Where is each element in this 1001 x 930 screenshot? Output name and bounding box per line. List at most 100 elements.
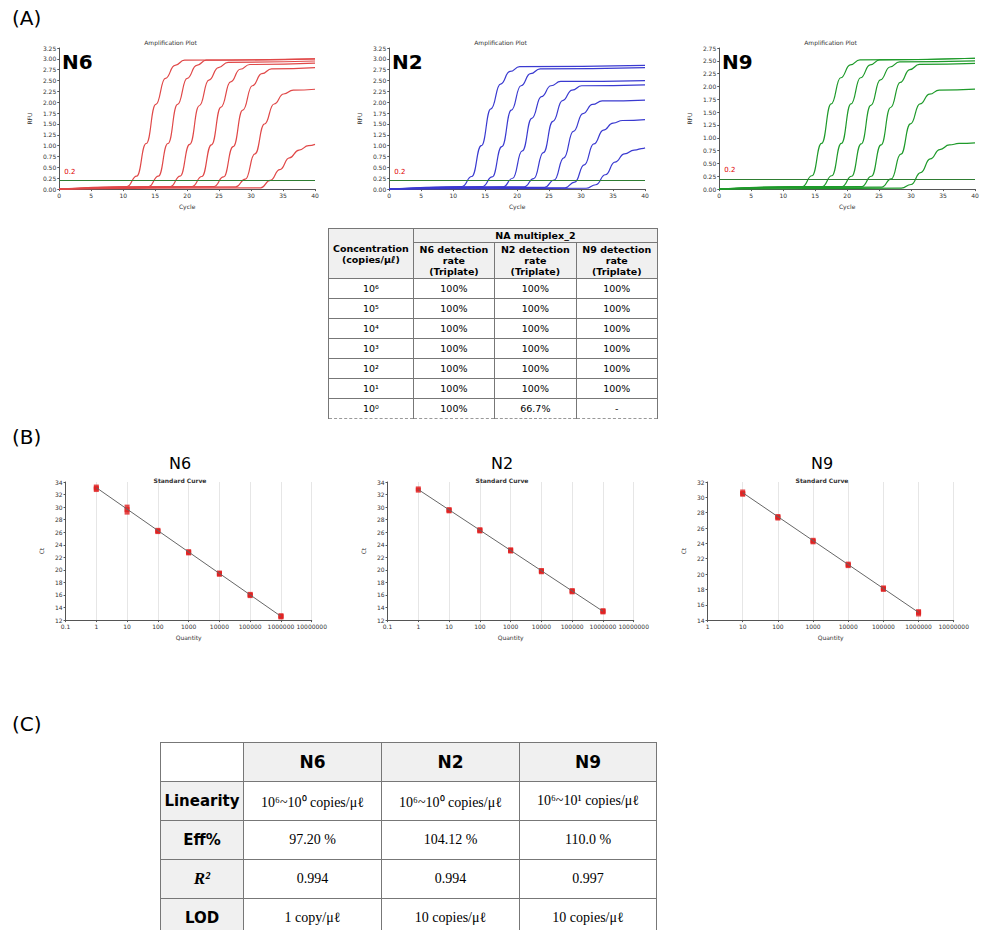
- svg-text:Cycle: Cycle: [179, 203, 196, 211]
- svg-text:2.50: 2.50: [373, 77, 387, 84]
- svg-text:0.1: 0.1: [383, 623, 393, 630]
- svg-text:30: 30: [577, 192, 585, 199]
- svg-text:100: 100: [772, 623, 784, 630]
- svg-text:0.25: 0.25: [373, 175, 387, 182]
- svg-text:1: 1: [94, 623, 98, 630]
- svg-text:3.00: 3.00: [43, 55, 57, 62]
- svg-text:0.50: 0.50: [373, 164, 387, 171]
- svg-text:1.00: 1.00: [43, 142, 57, 149]
- svg-text:Ct: Ct: [680, 547, 687, 554]
- svg-text:Cycle: Cycle: [509, 203, 526, 211]
- svg-text:10: 10: [123, 623, 131, 630]
- svg-text:1.75: 1.75: [373, 110, 387, 117]
- svg-text:32: 32: [55, 491, 63, 498]
- svg-text:1.00: 1.00: [703, 134, 717, 141]
- svg-text:1000: 1000: [181, 623, 196, 630]
- svg-text:26: 26: [377, 529, 385, 536]
- svg-text:15: 15: [481, 192, 489, 199]
- svg-text:10000000: 10000000: [938, 623, 969, 630]
- svg-text:N9: N9: [722, 50, 753, 74]
- svg-text:Quantity: Quantity: [176, 634, 202, 642]
- svg-text:RFU: RFU: [686, 113, 693, 125]
- svg-text:25: 25: [545, 192, 553, 199]
- svg-text:0.50: 0.50: [43, 164, 57, 171]
- svg-text:20: 20: [697, 571, 705, 578]
- svg-text:2.00: 2.00: [703, 83, 717, 90]
- svg-text:1000000: 1000000: [268, 623, 295, 630]
- svg-text:100000: 100000: [872, 623, 895, 630]
- svg-text:35: 35: [279, 192, 287, 199]
- svg-text:20: 20: [377, 566, 385, 573]
- svg-text:100: 100: [474, 623, 486, 630]
- svg-text:5: 5: [419, 192, 423, 199]
- svg-text:1000: 1000: [503, 623, 518, 630]
- svg-text:Standard Curve: Standard Curve: [154, 477, 207, 484]
- svg-text:25: 25: [875, 192, 883, 199]
- svg-text:Amplification Plot: Amplification Plot: [804, 39, 857, 47]
- svg-text:10: 10: [119, 192, 127, 199]
- svg-text:14: 14: [697, 617, 705, 624]
- svg-text:1.25: 1.25: [373, 131, 387, 138]
- svg-text:1.25: 1.25: [703, 121, 717, 128]
- svg-text:3.25: 3.25: [43, 45, 57, 52]
- svg-text:Ct: Ct: [360, 547, 367, 554]
- svg-text:0.2: 0.2: [394, 168, 405, 176]
- svg-text:28: 28: [377, 516, 385, 523]
- svg-text:1000000: 1000000: [590, 623, 617, 630]
- svg-text:0: 0: [57, 192, 61, 199]
- svg-text:15: 15: [811, 192, 819, 199]
- svg-text:Standard Curve: Standard Curve: [796, 477, 849, 484]
- svg-text:30: 30: [377, 504, 385, 511]
- svg-text:0.2: 0.2: [64, 168, 75, 176]
- svg-text:1.75: 1.75: [703, 96, 717, 103]
- svg-text:1000: 1000: [805, 623, 820, 630]
- svg-text:15: 15: [151, 192, 159, 199]
- svg-text:22: 22: [55, 554, 63, 561]
- svg-text:100: 100: [152, 623, 164, 630]
- svg-text:2.25: 2.25: [373, 88, 387, 95]
- svg-text:28: 28: [697, 509, 705, 516]
- svg-text:18: 18: [55, 579, 63, 586]
- svg-text:1000000: 1000000: [905, 623, 932, 630]
- svg-text:24: 24: [377, 541, 385, 548]
- svg-text:2.75: 2.75: [43, 66, 57, 73]
- svg-text:35: 35: [939, 192, 947, 199]
- svg-text:0.00: 0.00: [373, 186, 387, 193]
- svg-text:32: 32: [697, 479, 705, 486]
- svg-text:0.00: 0.00: [703, 186, 717, 193]
- svg-text:30: 30: [55, 504, 63, 511]
- svg-text:2.25: 2.25: [703, 70, 717, 77]
- svg-text:3.00: 3.00: [373, 55, 387, 62]
- svg-text:0.2: 0.2: [724, 166, 735, 174]
- svg-text:5: 5: [749, 192, 753, 199]
- svg-text:100000: 100000: [239, 623, 262, 630]
- svg-text:N2: N2: [491, 454, 513, 473]
- svg-text:26: 26: [697, 525, 705, 532]
- svg-text:Standard Curve: Standard Curve: [476, 477, 529, 484]
- svg-text:0.50: 0.50: [703, 160, 717, 167]
- svg-text:26: 26: [55, 529, 63, 536]
- svg-text:5: 5: [89, 192, 93, 199]
- svg-text:Amplification Plot: Amplification Plot: [474, 39, 527, 47]
- svg-text:RFU: RFU: [26, 113, 33, 125]
- svg-text:20: 20: [183, 192, 191, 199]
- svg-text:16: 16: [697, 601, 705, 608]
- svg-text:3.25: 3.25: [373, 45, 387, 52]
- svg-text:10000000: 10000000: [618, 623, 649, 630]
- svg-text:16: 16: [55, 591, 63, 598]
- svg-text:0.75: 0.75: [43, 153, 57, 160]
- svg-text:1.50: 1.50: [373, 120, 387, 127]
- svg-text:RFU: RFU: [356, 113, 363, 125]
- svg-text:30: 30: [697, 494, 705, 501]
- svg-text:22: 22: [377, 554, 385, 561]
- svg-text:16: 16: [377, 591, 385, 598]
- svg-text:0.00: 0.00: [43, 186, 57, 193]
- svg-text:34: 34: [55, 479, 63, 486]
- svg-text:Quantity: Quantity: [498, 634, 524, 642]
- svg-text:34: 34: [377, 479, 385, 486]
- svg-text:10000: 10000: [532, 623, 551, 630]
- svg-text:0.1: 0.1: [61, 623, 71, 630]
- svg-text:10: 10: [779, 192, 787, 199]
- svg-text:0.25: 0.25: [703, 173, 717, 180]
- svg-text:2.75: 2.75: [703, 45, 717, 52]
